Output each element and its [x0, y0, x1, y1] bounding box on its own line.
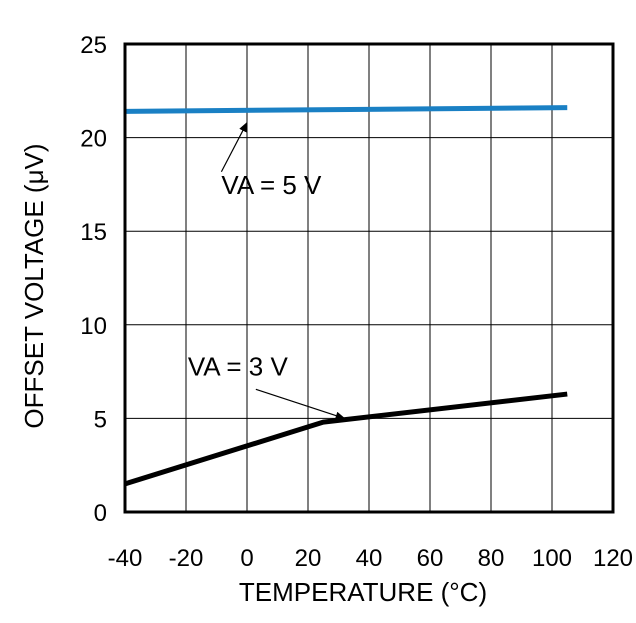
x-tick-labels: -40 -20 0 20 40 60 80 100 120: [108, 545, 633, 572]
y-tick-label-0: 0: [94, 500, 107, 527]
annotation-arrow-1: [255, 388, 346, 420]
x-tick-label-3: 20: [295, 545, 322, 572]
y-tick-label-5: 25: [80, 32, 107, 59]
series-line-0: [124, 105, 568, 114]
y-axis-label: OFFSET VOLTAGE (μV): [19, 143, 49, 428]
y-tick-label-3: 15: [80, 219, 107, 246]
x-tick-label-1: -20: [169, 545, 204, 572]
x-tick-label-4: 40: [356, 545, 383, 572]
x-tick-label-6: 80: [478, 545, 505, 572]
x-tick-label-7: 100: [532, 545, 572, 572]
x-tick-label-5: 60: [417, 545, 444, 572]
annotation-arrow-0: [220, 121, 248, 173]
x-tick-label-2: 0: [240, 545, 253, 572]
y-tick-label-4: 20: [80, 126, 107, 153]
annotation-label-1: VA = 3 V: [188, 351, 289, 381]
series: [124, 105, 568, 487]
y-tick-label-1: 5: [94, 406, 107, 433]
series-line-1: [124, 391, 568, 487]
y-tick-label-2: 10: [80, 313, 107, 340]
x-tick-label-8: 120: [593, 545, 633, 572]
annotation-label-0: VA = 5 V: [221, 170, 322, 200]
x-tick-label-0: -40: [108, 545, 143, 572]
annotations: VA = 5 V VA = 3 V: [188, 121, 346, 420]
x-axis-label: TEMPERATURE (°C): [239, 577, 487, 607]
grid: [124, 43, 614, 513]
y-tick-labels: 0 5 10 15 20 25: [80, 32, 107, 527]
plot-frame: [123, 42, 615, 514]
